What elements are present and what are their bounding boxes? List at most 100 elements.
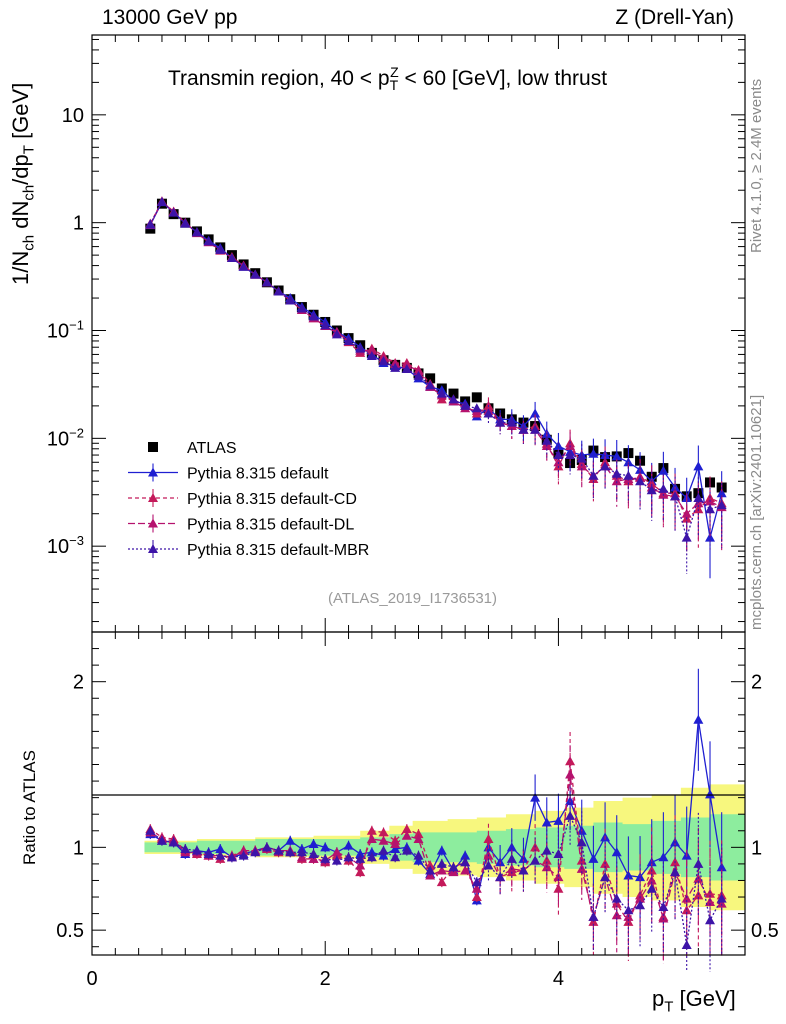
ratio-point xyxy=(343,852,354,862)
ratio-point xyxy=(355,867,366,877)
data-point xyxy=(215,244,226,254)
ratio-point xyxy=(191,845,202,855)
series-pythia-8-315-default-mbr xyxy=(145,196,727,575)
ratio-point xyxy=(355,860,366,870)
ratio-y-tick-label: 1 xyxy=(73,837,84,859)
x-tick-label: 2 xyxy=(320,968,331,990)
main-axis-ticks: 10−3 10−2 10−1 1 10 xyxy=(47,35,746,632)
data-point xyxy=(355,343,366,353)
chart-title: Transmin region, 40 < pTZ < 60 [GeV], lo… xyxy=(168,64,607,93)
y-tick-label: 1 xyxy=(73,213,84,235)
data-point xyxy=(448,388,459,399)
ratio-y-tick-label-right: 2 xyxy=(751,672,762,694)
ratio-point xyxy=(238,845,249,855)
data-point xyxy=(401,363,412,373)
ratio-point xyxy=(203,848,214,858)
data-point xyxy=(646,485,657,495)
data-point xyxy=(611,451,622,461)
data-point xyxy=(553,450,564,460)
data-point xyxy=(180,218,191,228)
data-point xyxy=(600,461,611,471)
ratio-point xyxy=(576,837,587,847)
ratio-point xyxy=(588,911,599,921)
ratio-point xyxy=(261,842,272,852)
chart-title-text: Transmin region, 40 < pTZ < 60 [GeV], lo… xyxy=(168,64,608,94)
y-axis-label: 1/Nch dNch/dpT [GeV] xyxy=(8,83,37,285)
legend-marker xyxy=(148,467,158,477)
ratio-point xyxy=(705,789,716,799)
ratio-point xyxy=(355,853,366,863)
ratio-y-axis-label: Ratio to ATLAS xyxy=(20,750,39,865)
data-point xyxy=(541,435,552,445)
data-point xyxy=(296,303,307,313)
ratio-point xyxy=(331,847,342,857)
data-point xyxy=(168,207,179,217)
ratio-point xyxy=(390,839,401,849)
ratio-point xyxy=(635,900,646,910)
data-point xyxy=(506,417,517,427)
ratio-uncertainty-bands xyxy=(144,784,746,911)
ratio-point xyxy=(250,847,261,857)
ratio-point xyxy=(506,853,517,863)
data-point xyxy=(366,345,377,355)
data-point xyxy=(413,366,424,376)
y-tick-label: 10−1 xyxy=(47,318,84,343)
data-point xyxy=(226,253,237,263)
ratio-point xyxy=(378,827,389,837)
data-point xyxy=(693,461,704,471)
ratio-point xyxy=(390,852,401,862)
data-point xyxy=(693,492,704,502)
ratio-point xyxy=(611,847,622,857)
data-point xyxy=(658,483,669,493)
ratio-point xyxy=(378,835,389,845)
data-point xyxy=(588,470,599,480)
y-tick-label: 10−2 xyxy=(47,425,84,450)
data-point xyxy=(635,476,646,486)
ratio-point xyxy=(296,847,307,857)
legend-item: Pythia 8.315 default-CD xyxy=(128,489,357,508)
data-point xyxy=(471,392,482,403)
ratio-point xyxy=(331,855,342,865)
ratio-point xyxy=(670,867,681,877)
ratio-point xyxy=(658,901,669,911)
ratio-point xyxy=(541,817,552,827)
ratio-point xyxy=(716,898,727,908)
x-axis-label: pT [GeV] xyxy=(652,986,736,1015)
ratio-point xyxy=(471,883,482,893)
ratio-point xyxy=(681,893,692,903)
ratio-point xyxy=(518,865,529,875)
ratio-point xyxy=(705,896,716,906)
watermark: (ATLAS_2019_I1736531) xyxy=(328,590,498,607)
data-point xyxy=(565,450,576,460)
ratio-point xyxy=(530,855,541,865)
ratio-point xyxy=(460,850,471,860)
data-point xyxy=(716,500,727,510)
ratio-point xyxy=(436,865,447,875)
legend-label: Pythia 8.315 default-CD xyxy=(187,491,357,508)
header-left-label: 13000 GeV pp xyxy=(102,6,238,29)
ratio-point xyxy=(600,872,611,882)
ratio-point xyxy=(413,829,424,839)
ratio-point xyxy=(553,848,564,858)
ratio-point xyxy=(495,872,506,882)
y-tick-label: 10−3 xyxy=(47,533,84,558)
ratio-point xyxy=(401,830,412,840)
ratio-point xyxy=(436,877,447,887)
legend-marker xyxy=(148,518,158,528)
ratio-point xyxy=(226,852,237,862)
data-point xyxy=(203,236,214,246)
ratio-point xyxy=(716,893,727,903)
data-point xyxy=(553,457,564,467)
ratio-axis-ticks: 0.5 0.5 1 1 2 2 0 2 4 xyxy=(56,632,779,990)
data-point xyxy=(425,373,436,384)
data-point xyxy=(343,335,354,345)
ratio-point xyxy=(471,892,482,902)
ratio-point xyxy=(320,842,331,852)
ratio-point xyxy=(145,825,156,835)
ratio-point xyxy=(320,853,331,863)
ratio-point xyxy=(366,852,377,862)
ratio-point xyxy=(611,893,622,903)
ratio-point xyxy=(646,875,657,885)
ratio-series-pythia-8-315-default-mbr xyxy=(145,786,727,972)
y-axis-label-text: 1/Nch dNch/dpT [GeV] xyxy=(8,82,38,285)
